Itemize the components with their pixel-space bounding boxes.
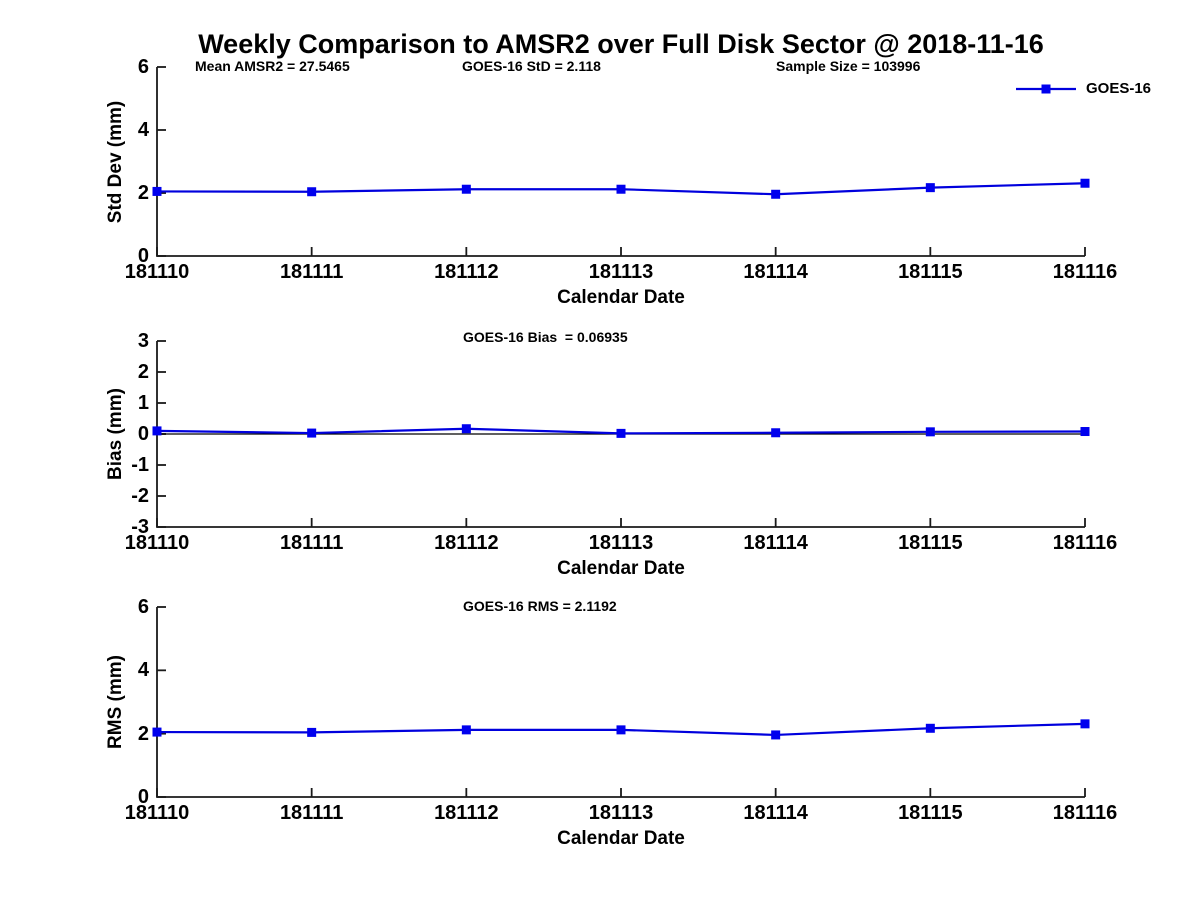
data-point-marker — [461, 424, 471, 434]
y-tick-label: 0 — [137, 786, 149, 808]
y-tick-label: -1 — [131, 454, 149, 476]
data-point-marker — [461, 184, 471, 194]
x-tick-label: 181115 — [898, 802, 963, 824]
x-tick-label: 181114 — [743, 261, 808, 283]
x-tick-label: 181116 — [1052, 802, 1118, 824]
x-tick-label: 181111 — [279, 532, 344, 554]
x-tick-label: 181115 — [898, 261, 963, 283]
x-axis-label: Calendar Date — [557, 558, 685, 579]
data-point-marker — [1080, 427, 1090, 437]
data-point-marker — [307, 727, 317, 737]
data-point-marker — [616, 184, 626, 194]
x-tick-label: 181114 — [743, 802, 808, 824]
x-tick-label: 181111 — [279, 261, 344, 283]
axes-spines-std-dev — [156, 67, 1085, 257]
data-point-marker — [925, 427, 935, 437]
data-point-marker — [616, 428, 626, 438]
data-point-marker — [307, 428, 317, 438]
x-tick-label: 181114 — [743, 532, 808, 554]
data-point-marker — [1080, 719, 1090, 729]
x-tick-label: 181113 — [588, 802, 654, 824]
y-axis-label: RMS (mm) — [105, 655, 126, 749]
x-tick-label: 181112 — [434, 532, 499, 554]
x-tick-label: 181112 — [434, 802, 499, 824]
y-tick-label: -2 — [131, 485, 149, 507]
data-point-marker — [771, 730, 781, 740]
data-point-marker — [616, 725, 626, 735]
data-point-marker — [307, 187, 317, 197]
y-tick-label: 2 — [137, 182, 149, 204]
axes-spines-rms — [156, 607, 1085, 798]
y-tick-label: 6 — [137, 596, 149, 618]
stat-annotation: GOES-16 Bias = 0.06935 — [463, 329, 628, 345]
y-tick-label: 2 — [137, 722, 149, 745]
stat-annotation: Mean AMSR2 = 27.5465 — [195, 58, 350, 74]
y-axis-label: Bias (mm) — [105, 388, 126, 480]
chart-title: Weekly Comparison to AMSR2 over Full Dis… — [198, 29, 1044, 59]
y-tick-label: 1 — [137, 392, 149, 414]
y-tick-label: 4 — [137, 119, 149, 141]
y-axis-label: Std Dev (mm) — [105, 100, 126, 223]
data-point-marker — [1080, 178, 1090, 188]
x-tick-label: 181113 — [588, 261, 654, 283]
y-tick-label: -3 — [131, 516, 149, 538]
x-tick-label: 181115 — [898, 532, 963, 554]
y-tick-label: 0 — [137, 423, 149, 445]
y-tick-label: 3 — [137, 330, 149, 352]
x-axis-label: Calendar Date — [557, 287, 685, 308]
data-point-marker — [461, 725, 471, 735]
legend-marker — [1041, 84, 1051, 94]
data-point-marker — [771, 189, 781, 199]
x-tick-label: 181110 — [124, 802, 190, 824]
data-point-marker — [152, 426, 162, 436]
x-tick-label: 181110 — [124, 261, 190, 283]
x-axis-label: Calendar Date — [557, 828, 685, 849]
stat-annotation: Sample Size = 103996 — [776, 58, 921, 74]
stat-annotation: GOES-16 RMS = 2.1192 — [463, 598, 617, 614]
x-tick-label: 181111 — [279, 802, 344, 824]
x-tick-label: 181116 — [1052, 261, 1118, 283]
y-tick-label: 0 — [137, 245, 149, 267]
data-point-marker — [925, 723, 935, 733]
x-tick-label: 181116 — [1052, 532, 1118, 554]
x-tick-label: 181112 — [434, 261, 499, 283]
data-point-marker — [771, 428, 781, 438]
stat-annotation: GOES-16 StD = 2.118 — [462, 58, 601, 74]
x-tick-label: 181110 — [124, 532, 190, 554]
data-point-marker — [152, 727, 162, 737]
x-tick-label: 181113 — [588, 532, 654, 554]
y-tick-label: 4 — [137, 659, 149, 682]
data-point-marker — [152, 186, 162, 196]
legend-label: GOES-16 — [1086, 80, 1152, 97]
y-tick-label: 2 — [137, 361, 149, 383]
y-tick-label: 6 — [137, 56, 149, 78]
data-point-marker — [925, 183, 935, 193]
